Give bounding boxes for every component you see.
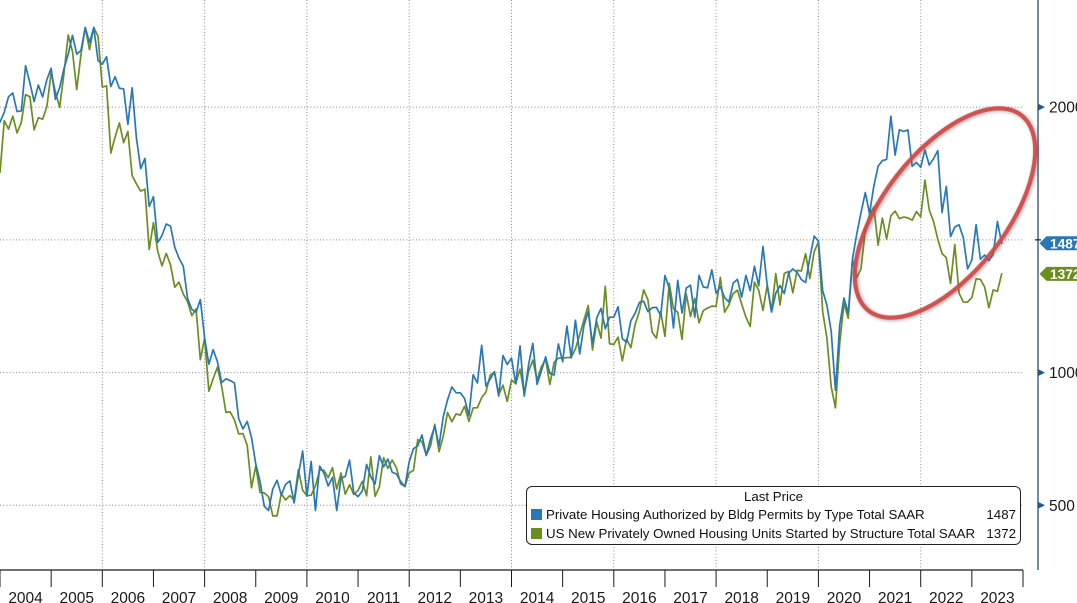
svg-text:2023: 2023 <box>980 590 1014 603</box>
svg-text:2010: 2010 <box>315 590 350 603</box>
svg-text:2016: 2016 <box>622 590 656 603</box>
svg-text:2014: 2014 <box>520 590 555 603</box>
svg-text:2007: 2007 <box>162 590 196 603</box>
svg-text:2005: 2005 <box>59 590 93 603</box>
svg-text:2013: 2013 <box>469 590 503 603</box>
svg-text:2011: 2011 <box>367 590 400 603</box>
svg-text:2022: 2022 <box>929 590 963 603</box>
svg-text:2000: 2000 <box>1049 100 1077 117</box>
svg-text:2006: 2006 <box>111 590 145 603</box>
svg-text:500: 500 <box>1049 498 1075 515</box>
svg-text:1372: 1372 <box>1050 267 1077 282</box>
svg-text:2015: 2015 <box>571 590 605 603</box>
svg-text:2021: 2021 <box>878 590 912 603</box>
svg-text:2012: 2012 <box>418 590 452 603</box>
svg-text:1000: 1000 <box>1049 365 1077 382</box>
svg-text:2018: 2018 <box>724 590 758 603</box>
svg-text:2004: 2004 <box>8 590 43 603</box>
svg-text:2009: 2009 <box>264 590 298 603</box>
svg-text:2020: 2020 <box>827 590 862 603</box>
svg-text:2019: 2019 <box>776 590 810 603</box>
svg-text:2017: 2017 <box>673 590 707 603</box>
svg-text:1487: 1487 <box>1050 237 1077 252</box>
svg-text:2008: 2008 <box>213 590 247 603</box>
